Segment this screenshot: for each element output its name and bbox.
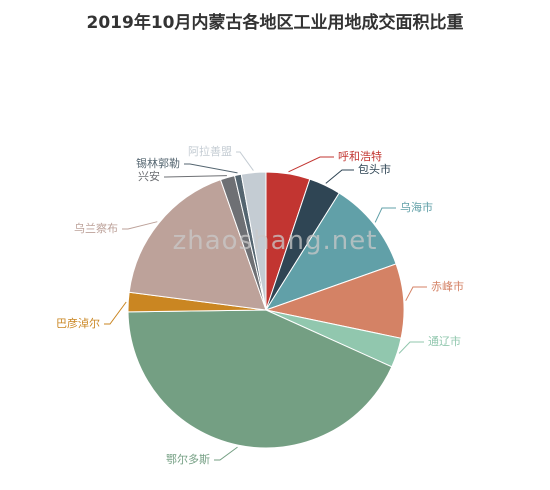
slice-label-5: 通辽市 [428,334,461,348]
label-line-5 [398,341,424,354]
label-line-9 [164,175,227,178]
pie-slice-3[interactable] [264,192,397,311]
label-line-3 [374,207,396,223]
slice-label-7: 巴彦淖尔 [56,316,100,330]
slice-label-2: 包头市 [358,162,391,176]
slice-label-10: 锡林郭勒 [136,156,180,170]
slice-label-11: 阿拉善盟 [188,144,232,158]
label-line-10 [184,163,238,174]
pie-slice-11[interactable] [240,171,267,311]
label-line-6 [214,446,238,461]
label-line-11 [236,151,254,171]
label-line-1 [288,156,334,173]
label-line-4 [405,286,427,301]
label-line-2 [325,169,354,184]
slice-label-1: 呼和浩特 [338,149,382,163]
pie-slice-6[interactable] [127,309,393,449]
chart-title: 2019年10月内蒙古各地区工业用地成交面积比重 [86,13,464,33]
watermark: zhaoshang.net [172,226,378,256]
slice-label-8: 乌兰察布 [74,221,118,235]
label-line-7 [104,301,127,325]
label-line-8 [122,221,158,230]
slice-label-4: 赤峰市 [431,279,464,293]
slice-label-6: 鄂尔多斯 [166,452,210,466]
slice-label-9: 兴安 [138,169,160,183]
slice-label-3: 乌海市 [400,200,433,214]
